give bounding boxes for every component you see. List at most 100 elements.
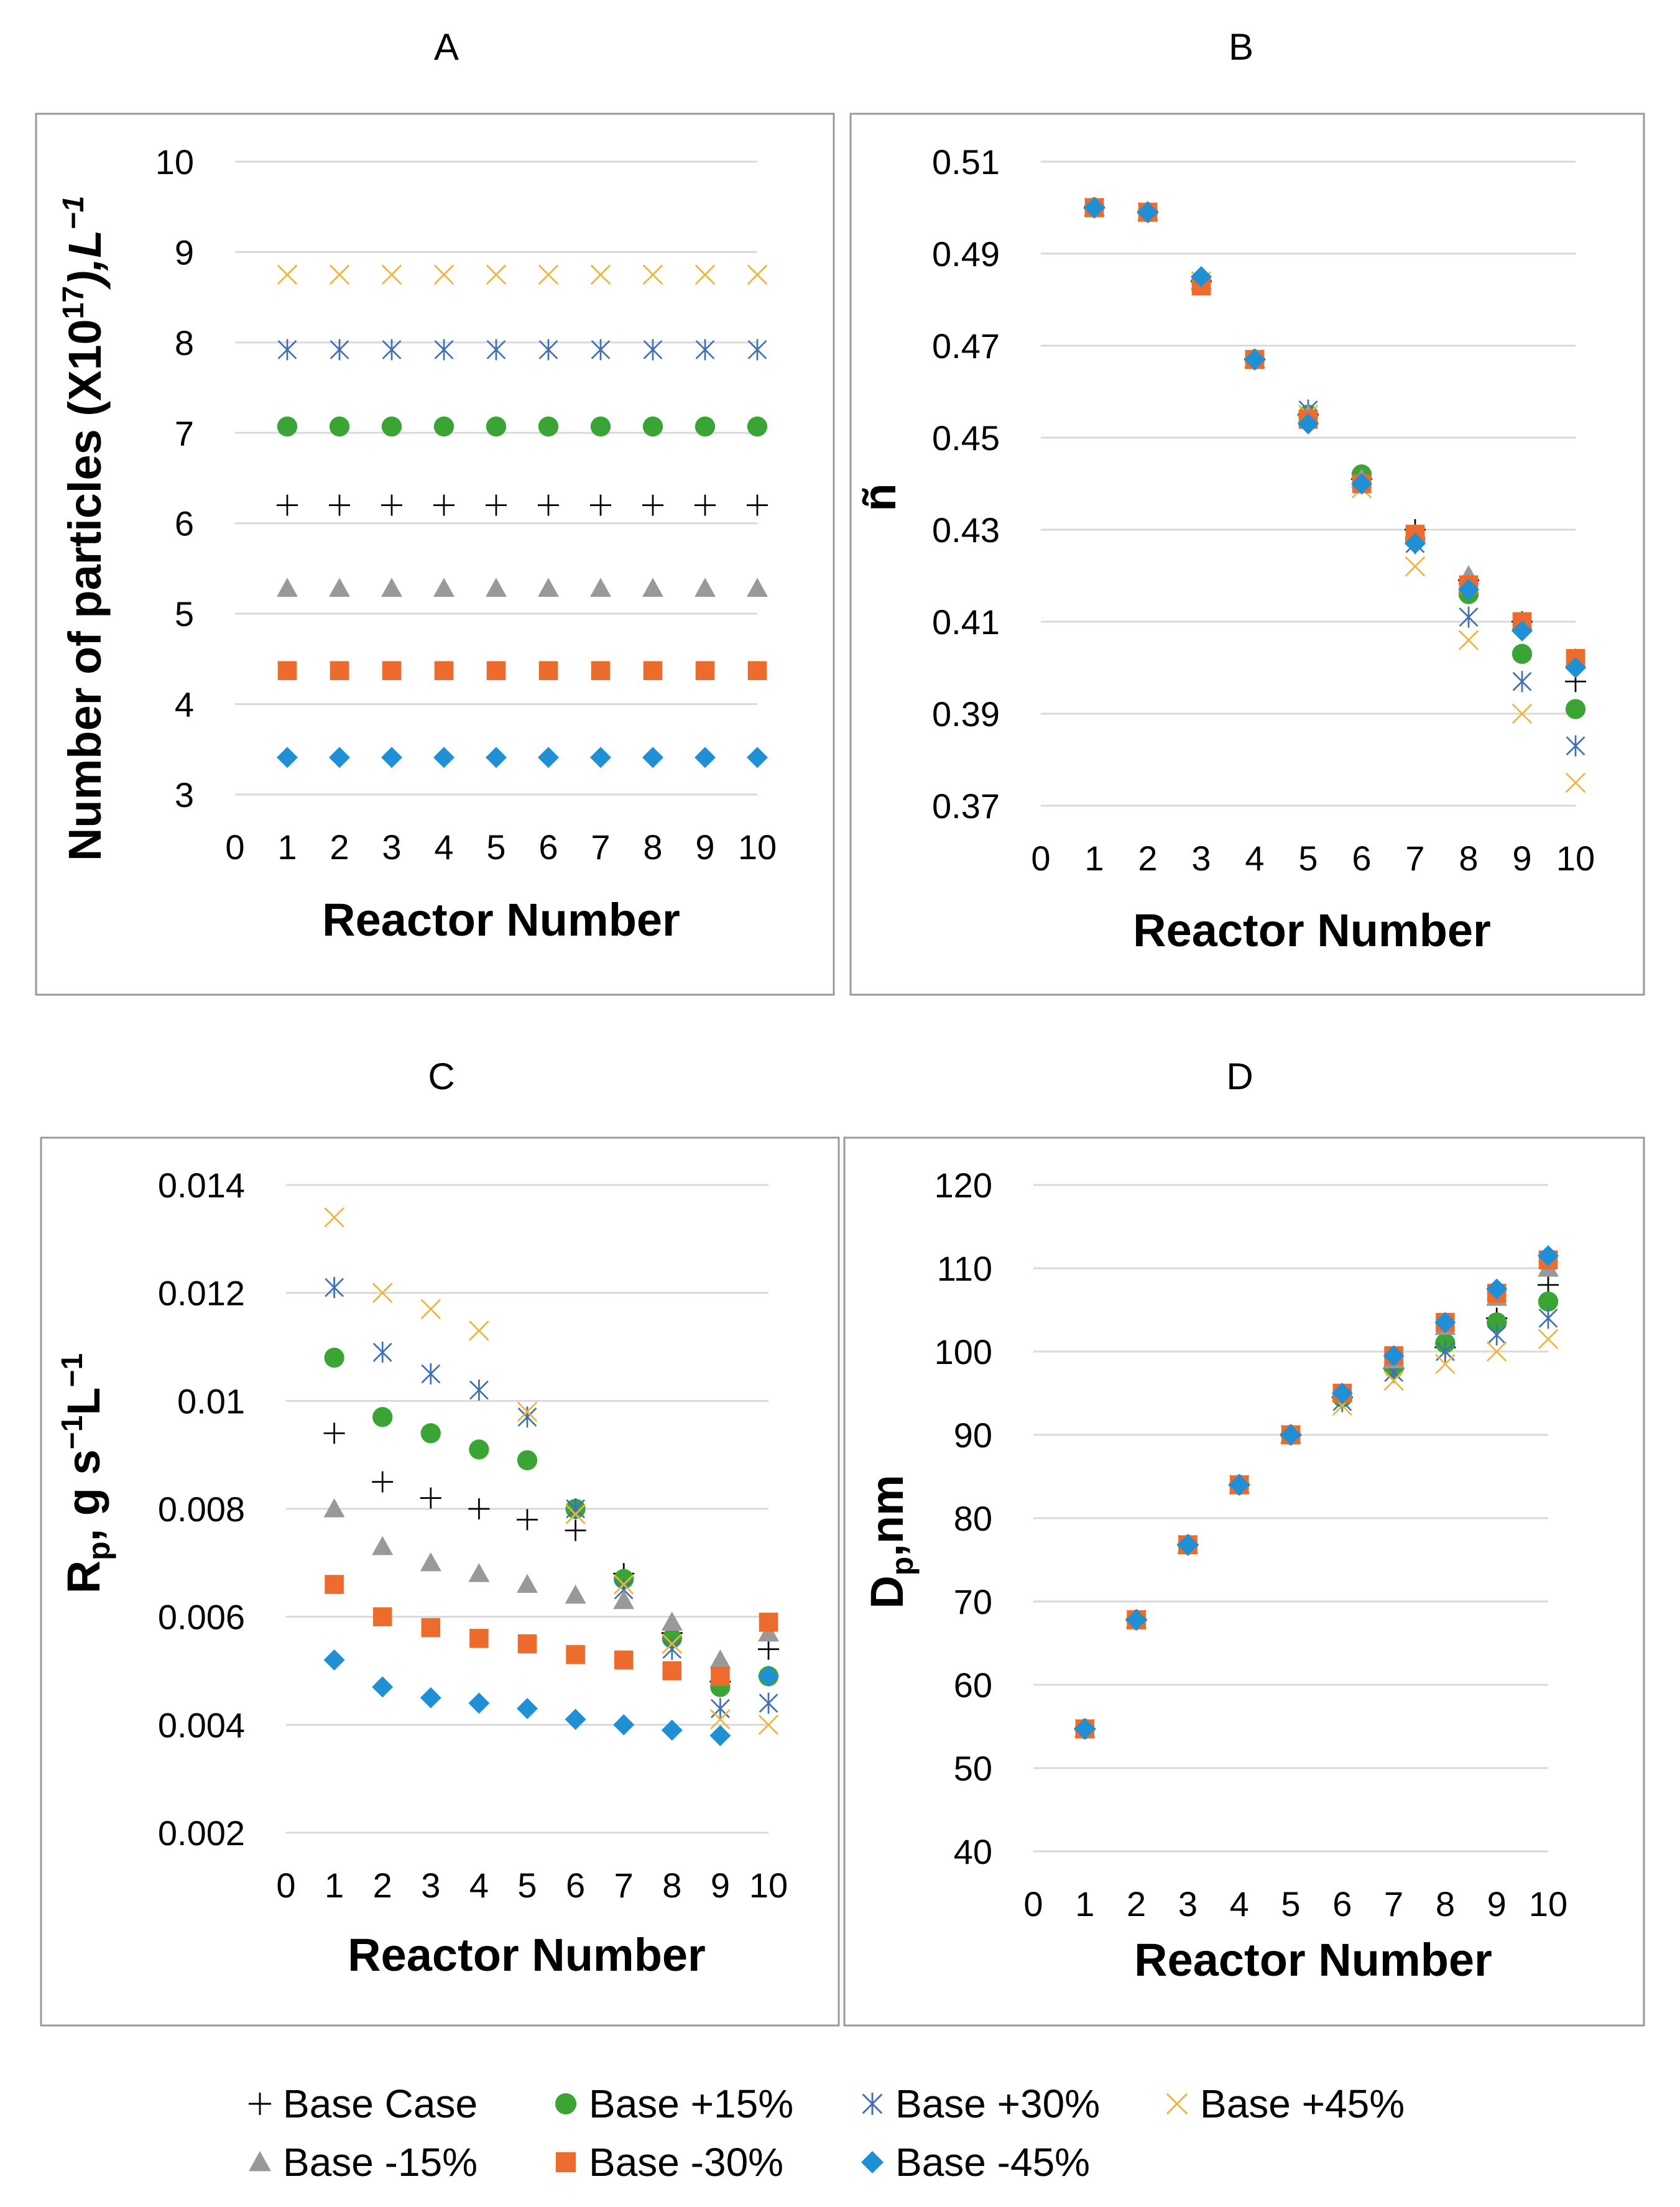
panel-a-point-m15: [277, 578, 298, 597]
panel-a-point-m30: [538, 661, 558, 681]
panel-a-point-base: [590, 494, 611, 516]
panel-c-point-p30: [662, 1638, 682, 1660]
panel-c-point-p15: [372, 1407, 393, 1427]
panel-b-x-ticks: 0 1 2 3 4 5 6 7 8 9 10: [1031, 839, 1595, 878]
panel-c-point-m15: [468, 1563, 490, 1582]
panel-a-x-tick-label: 5: [486, 827, 505, 867]
panel-c-title: C: [428, 1056, 455, 1097]
panel-d-point-p15: [1538, 1291, 1559, 1312]
panel-c-point-m45: [323, 1649, 345, 1671]
panel-a-point-m15: [590, 578, 611, 597]
panel-b-point-p45: [1405, 556, 1426, 577]
panel-d-point-m45: [1280, 1424, 1301, 1445]
panel-b-y-tick-label: 0.51: [932, 142, 1000, 182]
panel-c-point-p45: [420, 1299, 441, 1319]
panel-a-point-m45: [486, 747, 507, 768]
panel-d-point-p30: [1487, 1324, 1507, 1346]
panel-a-point-p45: [433, 264, 455, 285]
panel-a-point-p45: [590, 264, 611, 285]
panel-d-point-m45: [1434, 1312, 1456, 1334]
panel-c-x-tick-label: 4: [469, 1866, 489, 1905]
panel-d-y-tick-label: 60: [954, 1666, 992, 1705]
panel-c-x-tick-label: 2: [373, 1866, 392, 1905]
panel-a-point-m45: [329, 747, 350, 768]
panel-a-point-base: [433, 494, 455, 516]
panel-a-title: A: [434, 26, 459, 68]
legend-item-base-plus45: [1166, 2093, 1188, 2115]
panel-a-point-m30: [330, 661, 349, 681]
panel-d-x-tick-label: 5: [1281, 1884, 1300, 1924]
panel-d-x-tick-label: 9: [1487, 1884, 1507, 1924]
panel-b-x-tick-label: 8: [1459, 839, 1478, 878]
panel-c-y-tick-label: 0.002: [158, 1813, 245, 1853]
panel-c-point-p15: [324, 1347, 344, 1368]
panel-a-x-tick-label: 10: [738, 827, 777, 867]
panel-c-grid: [286, 1184, 768, 1834]
panel-d-y-title-sub: p: [885, 1557, 920, 1576]
panel-c-y-tick-label: 0.01: [177, 1381, 245, 1421]
panel-d-x-tick-label: 1: [1075, 1884, 1094, 1924]
panel-a-x-tick-label: 3: [382, 827, 401, 867]
panel-a-point-p45: [695, 264, 716, 285]
panel-a-point-p15: [642, 416, 663, 437]
panel-d-y-tick-label: 80: [954, 1499, 992, 1538]
legend-label-base-plus30: Base +30%: [895, 2081, 1100, 2126]
panel-c-y-tick-label: 0.008: [158, 1490, 245, 1529]
panel-a-point-m15: [329, 578, 350, 597]
panel-c-point-m45: [372, 1676, 394, 1698]
panel-b-x-tick-label: 0: [1031, 839, 1050, 878]
panel-a-point-m15: [433, 578, 455, 597]
panel-c-x-tick-label: 3: [421, 1866, 440, 1905]
panel-c-point-m30: [759, 1613, 778, 1632]
panel-a-point-m30: [695, 661, 715, 681]
panel-b-x-tick-label: 7: [1405, 839, 1424, 878]
panel-d-y-tick-label: 70: [954, 1582, 992, 1621]
panel-c-point-p15: [469, 1439, 489, 1460]
panel-d: D 40 50 60 70 80 90 100 110 120 0 1 2 3 4 5 6 7 8 9 10 Rea…: [843, 1056, 1645, 2027]
panel-a-point-m15: [538, 578, 559, 597]
panel-b-point-m45: [1351, 473, 1372, 494]
panel-c-point-m45: [420, 1687, 441, 1708]
panel-c-y-title-mid: , g s: [58, 1449, 109, 1541]
panel-c-point-base: [372, 1471, 394, 1493]
panel-a-point-p30: [538, 339, 558, 361]
panel-a-x-tick-label: 8: [643, 827, 662, 867]
panel-c-point-p45: [517, 1401, 538, 1422]
panel-c-point-m15: [613, 1590, 635, 1610]
panel-a-point-p45: [538, 264, 559, 285]
panel-c-x-tick-label: 5: [517, 1866, 537, 1905]
panel-a-x-tick-label: 1: [277, 827, 297, 867]
panel-a-x-tick-label: 0: [225, 827, 244, 867]
panel-c-point-m30: [469, 1629, 489, 1648]
panel-b-x-tick-label: 9: [1512, 839, 1531, 878]
panel-c-point-m15: [420, 1552, 441, 1572]
legend-marker-m30: [555, 2152, 576, 2173]
panel-a-y-tick-label: 7: [175, 413, 194, 453]
panel-d-point-m45: [1486, 1278, 1508, 1300]
panel-c-point-m15: [565, 1584, 586, 1604]
panel-a-y-tick-label: 10: [155, 142, 194, 182]
panel-d-y-tick-label: 50: [954, 1749, 992, 1788]
panel-d-point-p15: [1487, 1312, 1507, 1333]
panel-a-point-m45: [381, 747, 402, 768]
panel-c-point-p45: [469, 1320, 489, 1341]
legend-item-base-plus30: [862, 2093, 883, 2115]
panel-a-point-p15: [433, 416, 455, 437]
panel-a-point-p30: [277, 339, 297, 361]
panel-c-point-m30: [325, 1575, 344, 1594]
panel-c-point-p45: [710, 1709, 731, 1730]
panel-d-x-tick-label: 6: [1332, 1884, 1352, 1924]
panel-c-y-axis-title: Rp, g s−1L−1: [56, 1353, 116, 1594]
panel-a-point-p45: [381, 264, 402, 285]
panel-b-point-m45: [1458, 579, 1479, 601]
panel-a-point-m30: [277, 661, 297, 681]
panel-b-point-m45: [1512, 620, 1533, 642]
panel-a-point-p45: [747, 264, 768, 285]
panel-c-point-base: [565, 1519, 586, 1541]
panel-a-point-p15: [329, 416, 350, 437]
panel-d-point-m45: [1229, 1474, 1250, 1496]
panel-b-y-axis-title: ñ: [854, 483, 905, 511]
legend-marker-m15: [249, 2151, 271, 2172]
